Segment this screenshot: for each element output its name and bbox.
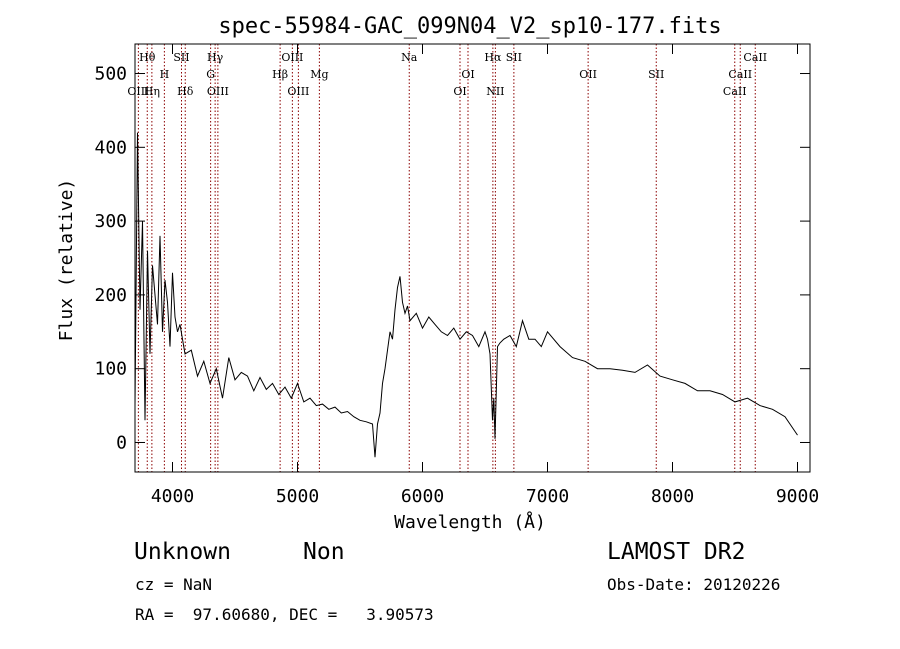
line-marker-label: OII xyxy=(579,68,597,81)
plot-frame xyxy=(134,43,811,473)
x-tick-label: 5000 xyxy=(276,486,319,507)
line-marker-label: Hδ xyxy=(177,85,194,98)
line-marker-label: CaII xyxy=(723,85,747,98)
y-tick-label: 500 xyxy=(94,64,127,85)
spectrum-line xyxy=(134,132,798,458)
line-marker-label: OI xyxy=(453,85,466,98)
x-tick-label: 6000 xyxy=(401,486,444,507)
emission-line-markers xyxy=(137,44,756,472)
line-marker-label: NII xyxy=(486,85,504,98)
survey-label: LAMOST DR2 xyxy=(607,539,746,565)
x-tick-label: 8000 xyxy=(651,486,694,507)
line-marker-label: SII xyxy=(173,51,189,64)
line-marker-label: Hη xyxy=(144,85,160,98)
redshift-label: cz = NaN xyxy=(135,575,213,594)
chart-title: spec-55984-GAC_099N04_V2_sp10-177.fits xyxy=(218,14,721,39)
line-marker-label: Mg xyxy=(310,68,328,81)
coordinates-label: RA = 97.60680, DEC = 3.90573 xyxy=(135,605,434,624)
line-marker-label: CaII xyxy=(728,68,752,81)
line-marker-label: Hβ xyxy=(272,68,288,81)
line-marker-label: SII xyxy=(648,68,664,81)
line-marker-label: Na xyxy=(401,51,418,64)
x-tick-label: 9000 xyxy=(776,486,819,507)
obs-date-label: Obs-Date: 20120226 xyxy=(607,575,781,594)
line-marker-label: Hα xyxy=(484,51,502,64)
line-marker-label: Hθ xyxy=(139,51,156,64)
line-marker-label: Hγ xyxy=(207,51,224,64)
x-axis-label: Wavelength (Å) xyxy=(394,511,546,533)
line-marker-label: OIII xyxy=(207,85,229,98)
line-marker-label: OI xyxy=(461,68,474,81)
y-tick-label: 200 xyxy=(94,285,127,306)
x-tick-label: 7000 xyxy=(526,486,569,507)
line-marker-label: G xyxy=(206,68,215,81)
y-axis-ticks: 0 100 200 300 400 500 xyxy=(94,64,810,453)
x-tick-label: 4000 xyxy=(151,486,194,507)
line-marker-label: OIII xyxy=(287,85,309,98)
y-tick-label: 300 xyxy=(94,211,127,232)
line-marker-label: CaII xyxy=(743,51,767,64)
y-tick-label: 100 xyxy=(94,359,127,380)
x-axis-ticks: 4000 5000 6000 7000 8000 9000 xyxy=(151,44,819,507)
class-label: Unknown xyxy=(134,539,231,565)
y-tick-label: 400 xyxy=(94,137,127,158)
y-tick-label: 0 xyxy=(116,432,127,453)
subclass-label: Non xyxy=(303,539,345,565)
line-marker-label: OIII xyxy=(127,85,149,98)
y-axis-label: Flux (relative) xyxy=(56,179,77,342)
line-marker-label: SII xyxy=(506,51,522,64)
line-marker-label: H xyxy=(160,68,170,81)
line-marker-label: OIII xyxy=(281,51,303,64)
